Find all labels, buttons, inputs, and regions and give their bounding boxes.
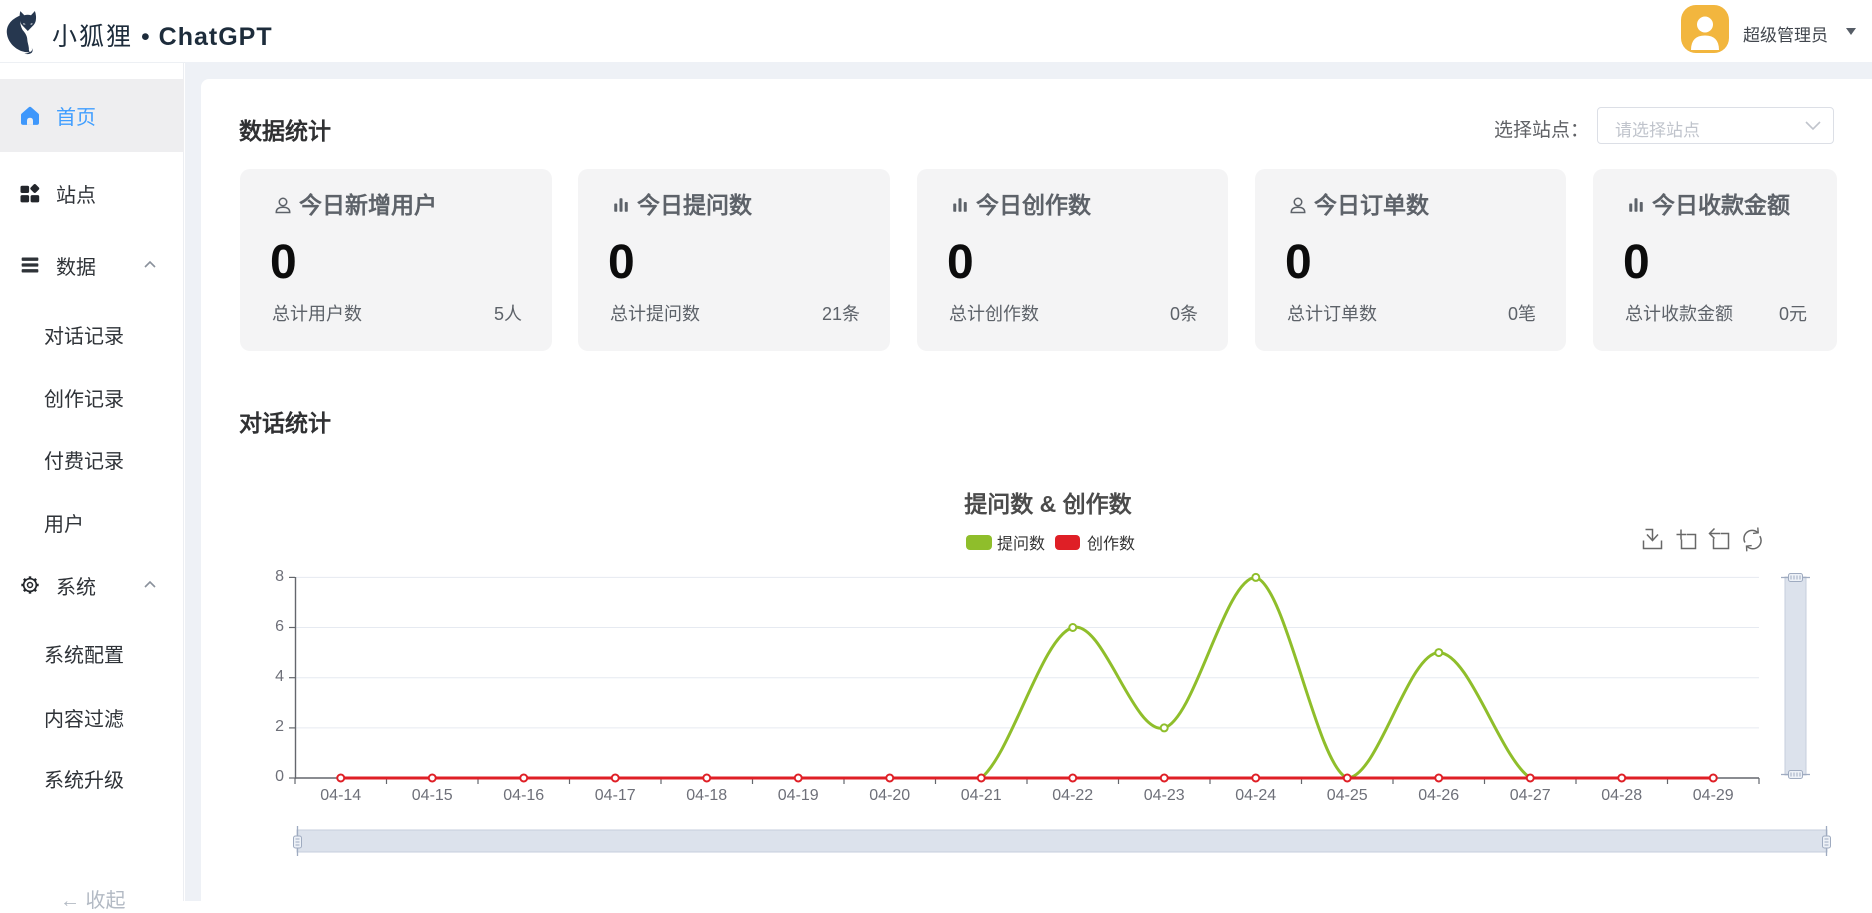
svg-text:04-27: 04-27 <box>1510 787 1551 804</box>
svg-text:04-29: 04-29 <box>1693 787 1734 804</box>
svg-text:8: 8 <box>275 568 284 585</box>
svg-text:提问数: 提问数 <box>997 535 1045 553</box>
svg-text:04-19: 04-19 <box>778 787 819 804</box>
svg-text:04-21: 04-21 <box>961 787 1002 804</box>
svg-text:04-25: 04-25 <box>1327 787 1368 804</box>
svg-text:0: 0 <box>275 768 284 785</box>
svg-text:创作数: 创作数 <box>1087 535 1135 553</box>
svg-text:04-17: 04-17 <box>595 787 636 804</box>
svg-text:2: 2 <box>275 718 284 735</box>
svg-text:04-16: 04-16 <box>503 787 544 804</box>
svg-text:04-26: 04-26 <box>1418 787 1459 804</box>
svg-text:04-18: 04-18 <box>686 787 727 804</box>
svg-text:04-14: 04-14 <box>320 787 361 804</box>
svg-text:04-15: 04-15 <box>412 787 453 804</box>
svg-text:04-22: 04-22 <box>1052 787 1093 804</box>
svg-text:04-23: 04-23 <box>1144 787 1185 804</box>
svg-text:提问数 & 创作数: 提问数 & 创作数 <box>964 491 1132 517</box>
svg-text:4: 4 <box>275 668 284 685</box>
svg-text:04-28: 04-28 <box>1601 787 1642 804</box>
svg-text:6: 6 <box>275 618 284 635</box>
svg-text:04-20: 04-20 <box>869 787 910 804</box>
svg-text:04-24: 04-24 <box>1235 787 1276 804</box>
